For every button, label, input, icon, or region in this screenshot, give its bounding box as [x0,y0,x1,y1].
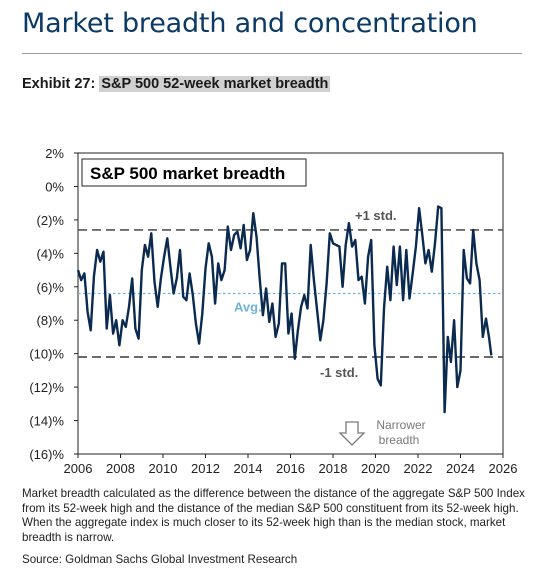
y-tick-label: (12)% [29,380,64,395]
arrow-down-icon [338,421,366,446]
reference-labels: +1 std. Avg. -1 std. [234,208,397,380]
x-tick-label: 2006 [64,461,93,476]
y-tick-label: (4)% [37,246,65,261]
y-tick-label: (16)% [29,447,64,462]
source-note: Source: Goldman Sachs Global Investment … [22,553,298,566]
x-tick-label: 2010 [149,461,178,476]
x-tick-label: 2026 [489,461,518,476]
x-tick-label: 2018 [319,461,348,476]
y-axis: 2% 0% (2)% (4)% (6)% (8)% (10)% (12)% (14)% (16)% [29,146,78,462]
reference-lines [78,229,503,358]
annotation-line: Narrower [376,418,425,432]
exhibit-title: S&P 500 52-week market breadth [99,76,331,92]
chart-title: S&P 500 market breadth [90,164,285,183]
y-tick-label: (14)% [29,414,64,429]
chart-footnote: Market breadth calculated as the differe… [22,487,525,544]
x-tick-label: 2022 [404,461,433,476]
x-axis: 2006 2008 2010 2012 2014 2016 2018 2020 2022 2024… [64,454,518,476]
reference-line-label: -1 std. [320,365,358,380]
annotation-line: breadth [379,433,420,447]
chart-title-box [81,158,307,187]
x-tick-label: 2008 [106,461,135,476]
series-line-breadth [76,205,493,414]
y-tick-label: 0% [45,179,64,194]
y-tick-label: 2% [45,146,64,161]
x-tick-label: 2016 [276,461,305,476]
breadth-chart: 2% 0% (2)% (4)% (6)% (8)% (10)% (12)% (14)% (16)%… [29,146,518,476]
x-tick-label: 2012 [191,461,220,476]
y-tick-label: (2)% [37,213,65,228]
reference-line-label: Avg. [234,299,262,314]
exhibit-label: Exhibit 27: [22,76,96,92]
title-divider [22,53,522,54]
x-tick-label: 2024 [446,461,475,476]
x-tick-label: 2014 [234,461,263,476]
narrower-breadth-annotation: Narrower breadth [376,418,425,447]
exhibit-heading: Exhibit 27: S&P 500 52-week market bread… [22,76,331,92]
x-tick-label: 2020 [361,461,390,476]
y-tick-label: (10)% [29,347,64,362]
y-tick-label: (8)% [37,313,65,328]
reference-line-label: +1 std. [355,208,397,223]
y-tick-label: (6)% [37,280,65,295]
plot-frame [77,152,504,455]
page-title: Market breadth and concentration [22,8,478,39]
